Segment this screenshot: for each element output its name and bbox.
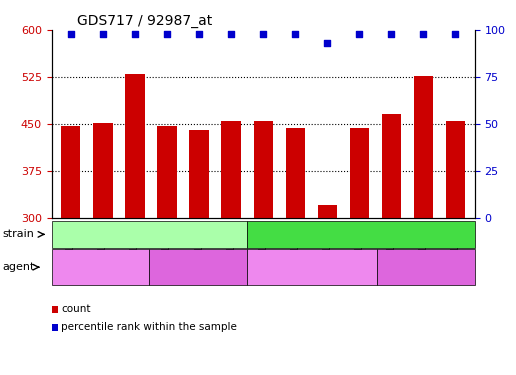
Bar <box>285 128 305 217</box>
Point <box>291 31 299 37</box>
Bar <box>189 130 208 218</box>
Text: control: control <box>296 263 328 272</box>
Bar <box>318 205 337 218</box>
Bar <box>350 128 369 217</box>
Point <box>195 31 203 37</box>
Point <box>227 31 235 37</box>
Bar <box>93 123 112 218</box>
Text: wild type: wild type <box>124 230 175 239</box>
Bar <box>382 114 401 218</box>
Text: GDS717 / 92987_at: GDS717 / 92987_at <box>77 13 212 28</box>
Text: creatine, tacrine,
moclobemide: creatine, tacrine, moclobemide <box>387 258 464 277</box>
Bar <box>61 126 80 218</box>
Point <box>131 31 139 37</box>
Text: control: control <box>85 263 116 272</box>
Text: strain: strain <box>3 230 35 239</box>
Text: count: count <box>61 304 90 314</box>
Bar <box>157 126 176 218</box>
Point <box>355 31 363 37</box>
Point <box>387 31 395 37</box>
Bar <box>221 121 241 218</box>
Bar <box>125 74 144 217</box>
Point <box>99 31 107 37</box>
Text: agent: agent <box>3 262 35 272</box>
Point <box>259 31 267 37</box>
Text: R6/2: R6/2 <box>348 230 374 239</box>
Bar <box>446 121 465 218</box>
Text: percentile rank within the sample: percentile rank within the sample <box>61 322 237 332</box>
Bar <box>253 121 273 218</box>
Point <box>67 31 75 37</box>
Bar <box>414 76 433 217</box>
Point <box>163 31 171 37</box>
Text: creatine, tacrine,
moclobemide: creatine, tacrine, moclobemide <box>159 258 237 277</box>
Point <box>323 40 331 46</box>
Point <box>420 31 428 37</box>
Point <box>452 31 460 37</box>
